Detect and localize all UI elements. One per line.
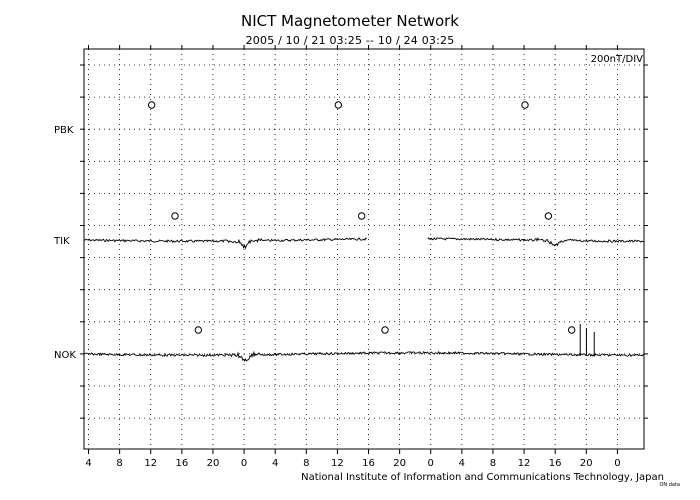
x-tick-label: 4	[272, 458, 278, 469]
credit-small-text: ON data	[659, 482, 680, 488]
x-tick-label: 4	[85, 458, 91, 469]
chart-title: NICT Magnetometer Network	[240, 12, 459, 30]
station-label-nok: NOK	[54, 350, 76, 361]
noon-marker	[334, 101, 343, 109]
station-label-pbk: PBK	[54, 125, 74, 136]
x-tick-label: 20	[580, 458, 593, 469]
scale-label: 200nT/DIV	[590, 54, 643, 65]
x-tick-label: 20	[393, 458, 406, 469]
trace-nok	[83, 350, 644, 362]
noon-marker	[381, 326, 389, 334]
x-tick-label: 8	[490, 458, 496, 469]
x-tick-label: 0	[428, 458, 434, 469]
noon-marker	[147, 101, 156, 109]
noon-marker	[567, 326, 576, 334]
x-tick-label: 16	[362, 458, 375, 469]
x-tick-label: 8	[303, 458, 309, 469]
noon-marker	[357, 212, 366, 220]
plot-frame	[83, 48, 645, 450]
station-label-tik: TIK	[53, 236, 70, 247]
credit-text: National Institute of Information and Co…	[301, 472, 664, 483]
x-tick-label: 12	[518, 458, 531, 469]
x-tick-label: 0	[241, 458, 247, 469]
x-tick-label: 12	[331, 458, 344, 469]
noon-marker	[194, 326, 203, 334]
x-tick-label: 8	[116, 458, 122, 469]
trace-tik	[427, 237, 644, 247]
noon-marker	[521, 101, 529, 109]
x-tick-label: 20	[207, 458, 220, 469]
chart-subtitle: 2005 / 10 / 21 03:25 -- 10 / 24 03:25	[245, 34, 455, 47]
x-tick-label: 16	[549, 458, 562, 469]
noon-marker	[171, 212, 179, 220]
trace-tik	[83, 237, 368, 250]
x-tick-label: 12	[144, 458, 157, 469]
x-tick-label: 4	[459, 458, 465, 469]
x-tick-label: 16	[175, 458, 188, 469]
noon-marker	[544, 212, 553, 220]
x-tick-label: 0	[614, 458, 620, 469]
